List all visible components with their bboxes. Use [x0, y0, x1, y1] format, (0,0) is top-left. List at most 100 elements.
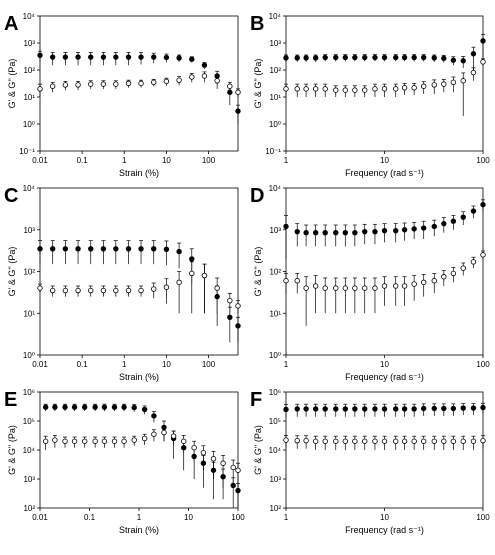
data-point [420, 438, 427, 444]
data-point [352, 54, 358, 61]
data-point [381, 283, 388, 289]
data-point [401, 283, 408, 289]
data-point [312, 229, 319, 236]
data-point [37, 52, 43, 59]
data-point [92, 438, 98, 444]
data-point [37, 285, 43, 291]
data-point [303, 406, 309, 412]
y-tick-label: 10¹ [23, 309, 35, 318]
data-point [101, 404, 108, 410]
data-point [283, 406, 289, 413]
data-point [88, 246, 94, 252]
data-point [42, 404, 49, 410]
data-point [333, 406, 339, 412]
data-point [342, 87, 349, 93]
data-point [113, 246, 119, 252]
data-point [181, 438, 187, 444]
data-point [75, 246, 81, 252]
data-point [227, 297, 233, 304]
y-tick-label: 10⁴ [269, 184, 282, 193]
data-point [401, 406, 408, 412]
data-point [450, 270, 457, 277]
y-axis-label: G' & G'' (Pa) [7, 425, 17, 475]
y-tick-label: 10⁶ [269, 388, 281, 397]
data-point [176, 248, 182, 255]
data-point [312, 86, 319, 92]
data-point [401, 54, 408, 61]
y-tick-label: 10⁴ [23, 184, 36, 193]
data-point [312, 55, 319, 61]
y-tick-label: 10³ [269, 39, 281, 48]
x-tick-label: 10 [162, 156, 171, 165]
x-tick-label: 1 [284, 360, 289, 369]
data-point [333, 87, 339, 93]
data-point [283, 223, 289, 230]
panel-label: F [250, 389, 262, 411]
data-point [214, 285, 220, 291]
data-point [352, 87, 358, 93]
data-point [352, 438, 358, 444]
y-tick-label: 10³ [23, 39, 35, 48]
x-tick-label: 0.1 [77, 360, 89, 369]
data-point [450, 405, 457, 412]
data-point [393, 227, 399, 234]
x-tick-label: 10 [380, 513, 389, 522]
data-point [62, 246, 69, 252]
x-axis-label: Frequency (rad s⁻¹) [345, 168, 424, 178]
data-point [283, 86, 289, 92]
data-point [138, 287, 144, 294]
panel-label: B [250, 13, 264, 35]
data-point [441, 55, 447, 62]
plot-frame [39, 187, 239, 356]
data-point [200, 450, 207, 456]
data-point [420, 225, 427, 231]
data-point [227, 314, 233, 320]
y-tick-label: 10³ [23, 226, 35, 235]
data-point [480, 437, 486, 444]
data-point [283, 437, 289, 443]
data-point [480, 59, 486, 65]
data-point [470, 208, 477, 214]
panel-label: E [4, 389, 17, 411]
data-point [113, 54, 119, 60]
data-point [362, 54, 368, 61]
data-point [294, 55, 300, 61]
data-point [189, 56, 195, 62]
data-point [189, 256, 195, 262]
data-point [163, 246, 170, 253]
y-axis-label: G' & G'' (Pa) [253, 247, 263, 297]
data-point [189, 270, 195, 277]
data-point [151, 286, 157, 292]
y-tick-label: 10⁻¹ [19, 147, 35, 156]
data-point [220, 460, 226, 466]
data-point [176, 77, 182, 83]
data-point [37, 246, 43, 252]
data-point [294, 406, 300, 412]
data-point [322, 54, 328, 61]
data-point [37, 86, 43, 92]
x-tick-label: 10 [380, 156, 389, 165]
data-point [393, 86, 399, 92]
data-point [62, 287, 69, 294]
data-point [235, 108, 241, 114]
data-point [49, 83, 56, 89]
data-point [322, 229, 328, 236]
data-point [362, 438, 368, 444]
data-point [342, 438, 349, 444]
data-point [82, 404, 88, 410]
x-tick-label: 100 [231, 513, 245, 522]
data-point [460, 214, 466, 220]
plot-frame [39, 391, 239, 509]
data-point [303, 86, 309, 92]
data-point [235, 323, 241, 329]
data-point [138, 80, 144, 87]
data-point [42, 438, 49, 444]
data-point [431, 55, 437, 61]
data-point [101, 438, 108, 444]
data-point [138, 246, 144, 252]
x-tick-label: 0.1 [77, 156, 89, 165]
data-point [441, 405, 447, 412]
x-tick-label: 100 [202, 360, 216, 369]
y-tick-label: 10⁶ [23, 388, 35, 397]
data-point [381, 438, 388, 444]
